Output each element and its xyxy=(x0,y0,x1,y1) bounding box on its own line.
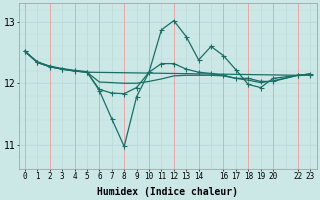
X-axis label: Humidex (Indice chaleur): Humidex (Indice chaleur) xyxy=(97,186,238,197)
